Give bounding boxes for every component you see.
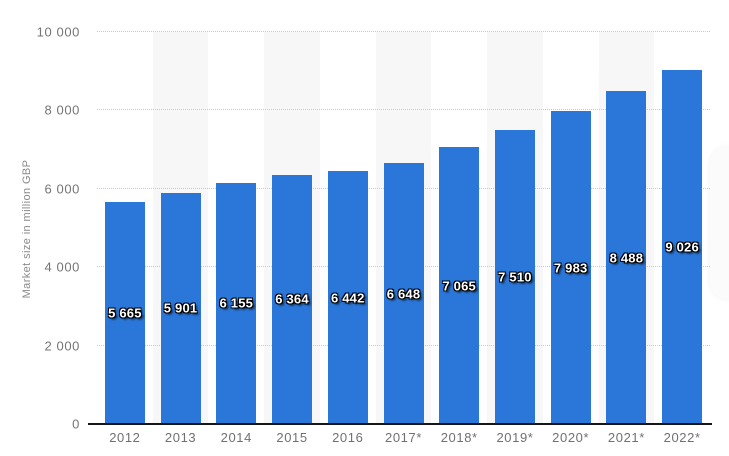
- y-tick-label-2000: 2 000: [44, 338, 80, 354]
- bar-value-label-2017*: 6 648: [386, 286, 421, 302]
- bar-2020*[interactable]: 7 983: [550, 111, 591, 424]
- bar-value-label-2018*: 7 065: [442, 278, 476, 294]
- y-tick-label-8000: 8 000: [44, 102, 80, 118]
- y-tick-label-0: 0: [72, 416, 80, 432]
- bar-2015[interactable]: 6 364: [272, 174, 313, 424]
- floating-widget-cutoff: [710, 147, 729, 299]
- x-tick-label-2012: 2012: [109, 430, 141, 445]
- bar-value-label-2019*: 7 510: [498, 269, 532, 285]
- bar-2012[interactable]: 5 665: [104, 201, 145, 424]
- x-tick-label-2018*: 2018*: [440, 430, 478, 445]
- y-axis-tick-labels: 0 2 000 4 000 6 000 8 000 10 000: [0, 25, 80, 432]
- bar-value-label-2020*: 7 983: [553, 260, 588, 276]
- bar-value-label-2015: 6 364: [275, 291, 309, 307]
- bar-2014[interactable]: 6 155: [216, 182, 257, 424]
- bar-value-label-2014: 6 155: [219, 295, 254, 311]
- x-tick-label-2015: 2015: [276, 430, 308, 445]
- x-tick-label-2019*: 2019*: [496, 430, 534, 445]
- bar-2021*[interactable]: 8 488: [606, 91, 647, 424]
- bar-2013[interactable]: 5 901: [160, 192, 201, 424]
- x-axis-tick-labels: 2012 2013 2014 2015 2016 2017* 2018* 2019* 2020*…: [97, 430, 710, 448]
- x-tick-label-2014: 2014: [220, 430, 252, 445]
- x-axis-line: [88, 423, 712, 425]
- x-tick-label-2022*: 2022*: [663, 430, 701, 445]
- y-tick-label-4000: 4 000: [44, 259, 80, 275]
- x-tick-label-2021*: 2021*: [607, 430, 645, 445]
- x-tick-label-2016: 2016: [332, 430, 364, 445]
- plot-area: 5 665 5 901 6 155 6 364 6 442 6 648 7 065 7 510…: [97, 31, 710, 424]
- x-tick-label-2020*: 2020*: [552, 430, 590, 445]
- gridline-10000: [97, 31, 710, 32]
- bar-value-label-2012: 5 665: [108, 305, 142, 321]
- bar-2018*[interactable]: 7 065: [439, 147, 480, 424]
- bar-2019*[interactable]: 7 510: [494, 129, 535, 424]
- bar-2017*[interactable]: 6 648: [383, 163, 424, 424]
- bar-value-label-2022*: 9 026: [665, 239, 699, 255]
- x-tick-label-2017*: 2017*: [385, 430, 422, 445]
- y-tick-label-6000: 6 000: [44, 181, 80, 197]
- gridline-8000: [97, 109, 710, 111]
- bar-value-label-2021*: 8 488: [609, 250, 644, 266]
- x-tick-label-2013: 2013: [164, 430, 197, 445]
- bar-2016[interactable]: 6 442: [327, 171, 368, 424]
- bar-value-label-2016: 6 442: [330, 290, 365, 306]
- bar-2022*[interactable]: 9 026: [662, 70, 703, 424]
- y-tick-label-10000: 10 000: [36, 24, 80, 40]
- bar-value-label-2013: 5 901: [163, 300, 198, 316]
